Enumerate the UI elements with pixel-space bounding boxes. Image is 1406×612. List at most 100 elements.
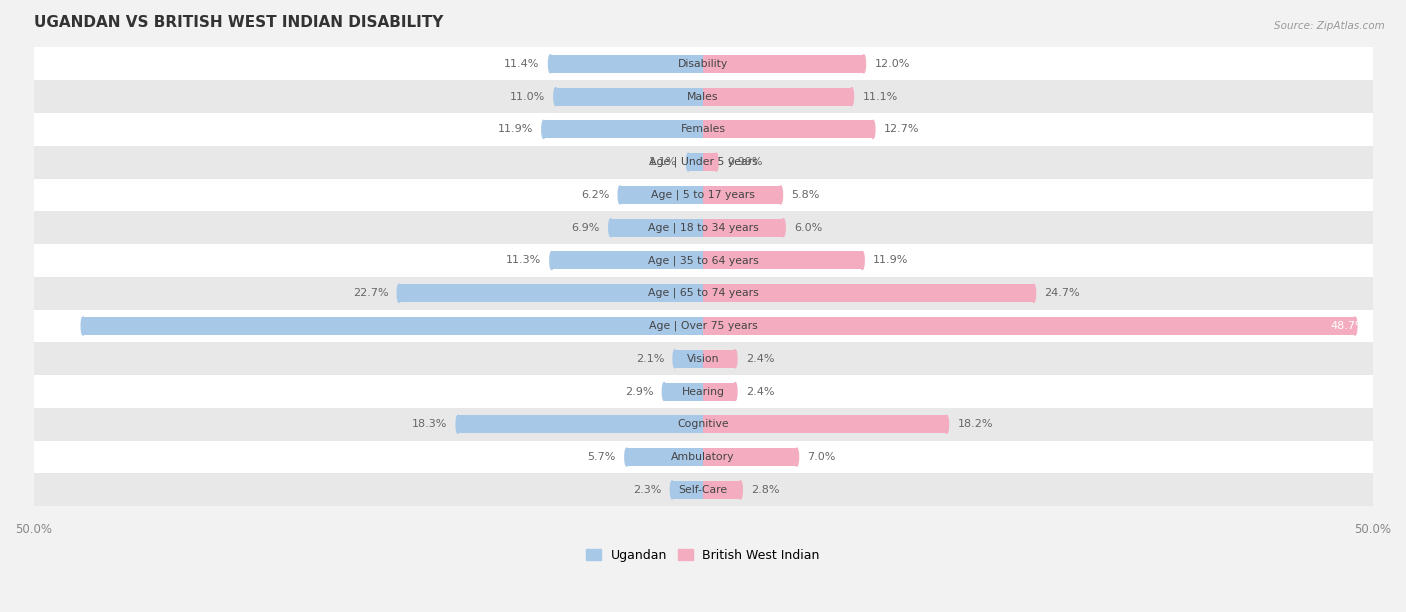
- Ellipse shape: [398, 284, 401, 302]
- Text: Hearing: Hearing: [682, 387, 724, 397]
- Ellipse shape: [671, 481, 673, 499]
- Text: Disability: Disability: [678, 59, 728, 69]
- Bar: [703, 186, 780, 204]
- Ellipse shape: [686, 153, 690, 171]
- Ellipse shape: [662, 382, 666, 401]
- Bar: [34, 277, 1372, 310]
- Text: 2.8%: 2.8%: [751, 485, 780, 495]
- Ellipse shape: [82, 317, 84, 335]
- Bar: [544, 121, 703, 138]
- Text: Source: ZipAtlas.com: Source: ZipAtlas.com: [1274, 21, 1385, 31]
- Text: Self-Care: Self-Care: [679, 485, 727, 495]
- Bar: [399, 284, 703, 302]
- Bar: [703, 153, 716, 171]
- Ellipse shape: [673, 350, 676, 368]
- Bar: [458, 416, 703, 433]
- Bar: [689, 153, 703, 171]
- Bar: [703, 448, 797, 466]
- Text: Age | 18 to 34 years: Age | 18 to 34 years: [648, 222, 758, 233]
- Bar: [34, 310, 1372, 342]
- Ellipse shape: [794, 448, 799, 466]
- Bar: [34, 375, 1372, 408]
- Bar: [703, 382, 735, 401]
- Bar: [34, 113, 1372, 146]
- Text: Age | 5 to 17 years: Age | 5 to 17 years: [651, 190, 755, 200]
- Ellipse shape: [1353, 317, 1357, 335]
- Text: 2.3%: 2.3%: [633, 485, 661, 495]
- Ellipse shape: [609, 218, 613, 237]
- Bar: [703, 481, 741, 499]
- Bar: [34, 80, 1372, 113]
- Text: 2.4%: 2.4%: [745, 354, 775, 364]
- Text: Age | 65 to 74 years: Age | 65 to 74 years: [648, 288, 758, 299]
- Ellipse shape: [541, 121, 546, 138]
- Bar: [551, 252, 703, 269]
- Text: 7.0%: 7.0%: [807, 452, 835, 462]
- Ellipse shape: [872, 121, 875, 138]
- Bar: [703, 317, 1355, 335]
- Bar: [703, 416, 946, 433]
- Text: 11.3%: 11.3%: [506, 255, 541, 266]
- Text: 5.8%: 5.8%: [792, 190, 820, 200]
- Text: 22.7%: 22.7%: [353, 288, 388, 298]
- Bar: [703, 252, 862, 269]
- Bar: [34, 146, 1372, 179]
- Text: 6.2%: 6.2%: [581, 190, 609, 200]
- Text: 11.9%: 11.9%: [498, 124, 533, 135]
- Text: 6.9%: 6.9%: [571, 223, 600, 233]
- Text: 2.4%: 2.4%: [745, 387, 775, 397]
- Ellipse shape: [849, 88, 853, 106]
- Text: 6.0%: 6.0%: [794, 223, 823, 233]
- Bar: [34, 408, 1372, 441]
- Text: 46.3%: 46.3%: [41, 321, 76, 331]
- Text: 5.7%: 5.7%: [588, 452, 616, 462]
- Bar: [703, 218, 783, 237]
- Bar: [627, 448, 703, 466]
- Bar: [703, 284, 1033, 302]
- Ellipse shape: [738, 481, 742, 499]
- Text: Males: Males: [688, 92, 718, 102]
- Ellipse shape: [862, 55, 866, 73]
- Text: 18.2%: 18.2%: [957, 419, 993, 430]
- Text: Age | 35 to 64 years: Age | 35 to 64 years: [648, 255, 758, 266]
- Legend: Ugandan, British West Indian: Ugandan, British West Indian: [581, 544, 825, 567]
- Text: 2.9%: 2.9%: [624, 387, 654, 397]
- Text: UGANDAN VS BRITISH WEST INDIAN DISABILITY: UGANDAN VS BRITISH WEST INDIAN DISABILIT…: [34, 15, 443, 30]
- Ellipse shape: [860, 252, 865, 269]
- Text: 11.4%: 11.4%: [505, 59, 540, 69]
- Bar: [34, 474, 1372, 506]
- Text: Cognitive: Cognitive: [678, 419, 728, 430]
- Bar: [703, 121, 873, 138]
- Text: 12.0%: 12.0%: [875, 59, 910, 69]
- Text: 24.7%: 24.7%: [1045, 288, 1080, 298]
- Bar: [703, 55, 863, 73]
- Ellipse shape: [714, 153, 718, 171]
- Text: 11.9%: 11.9%: [873, 255, 908, 266]
- Bar: [550, 55, 703, 73]
- Text: 0.99%: 0.99%: [727, 157, 762, 167]
- Text: Age | Under 5 years: Age | Under 5 years: [648, 157, 758, 168]
- Bar: [620, 186, 703, 204]
- Text: 12.7%: 12.7%: [884, 124, 920, 135]
- Ellipse shape: [734, 350, 737, 368]
- Ellipse shape: [945, 416, 949, 433]
- Text: Ambulatory: Ambulatory: [671, 452, 735, 462]
- Bar: [675, 350, 703, 368]
- Bar: [34, 441, 1372, 474]
- Bar: [664, 382, 703, 401]
- Ellipse shape: [550, 252, 554, 269]
- Bar: [83, 317, 703, 335]
- Bar: [34, 48, 1372, 80]
- Text: 1.1%: 1.1%: [650, 157, 678, 167]
- Ellipse shape: [624, 448, 628, 466]
- Bar: [34, 211, 1372, 244]
- Bar: [555, 88, 703, 106]
- Ellipse shape: [1032, 284, 1036, 302]
- Bar: [610, 218, 703, 237]
- Bar: [34, 342, 1372, 375]
- Text: 11.1%: 11.1%: [862, 92, 897, 102]
- Bar: [34, 179, 1372, 211]
- Text: 48.7%: 48.7%: [1330, 321, 1365, 331]
- Bar: [672, 481, 703, 499]
- Ellipse shape: [456, 416, 460, 433]
